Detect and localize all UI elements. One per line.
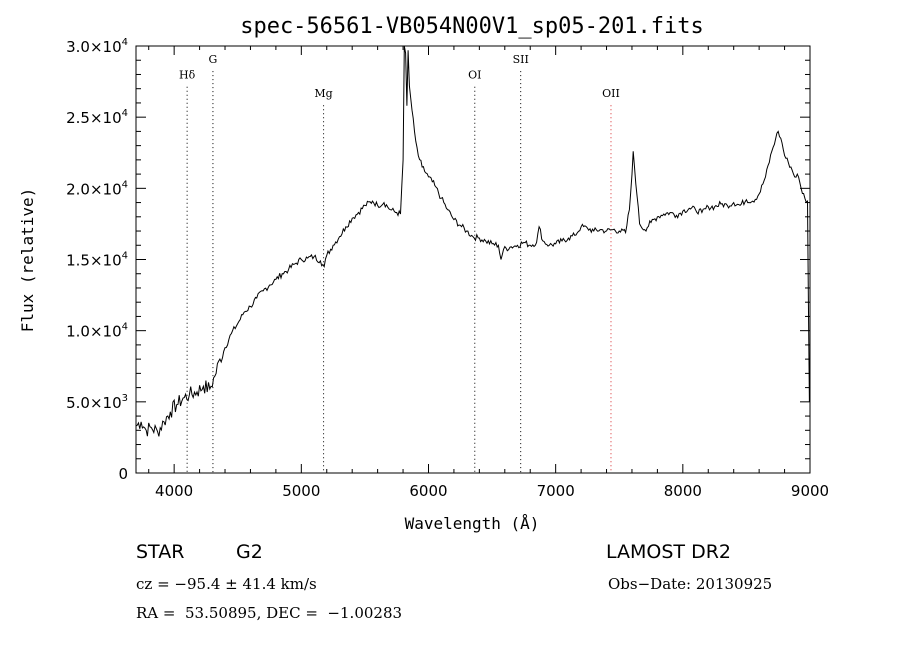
obs-date: Obs−Date: 20130925 [608,575,773,593]
spectral-line-label: OI [468,69,481,82]
x-tick-label: 4000 [155,482,193,500]
x-tick-label: 9000 [791,482,829,500]
y-axis-label: Flux (relative) [18,188,37,333]
x-tick-label: 5000 [282,482,320,500]
y-tick-label: 1.5×104 [66,251,128,270]
y-tick-label: 2.5×104 [66,108,128,127]
redshift-velocity: cz = −95.4 ± 41.4 km/s [136,575,317,593]
plot-frame [135,45,811,474]
spectrum-line [135,45,810,437]
y-tick-label: 0 [118,465,128,483]
chart-title: spec-56561-VB054N00V1_sp05-201.fits [240,14,704,39]
y-tick-label: 2.0×104 [66,179,128,198]
spectral-line-label: Mg [314,87,332,100]
x-tick-label: 7000 [537,482,575,500]
coordinates: RA = 53.50895, DEC = −1.00283 [136,604,403,622]
object-type: STAR [136,541,185,563]
line-markers: Hδ G Mg OI SII OII [179,53,620,473]
x-tick-label: 8000 [664,482,702,500]
y-axis: 0 5.0×103 1.0×104 1.5×104 2.0×104 2.5×104 3.0×… [66,37,810,483]
x-axis: 4000 5000 6000 7000 8000 9000 [148,46,829,500]
object-subclass: G2 [236,541,263,563]
spectral-line-label: OII [602,87,620,100]
y-tick-label: 1.0×104 [66,322,128,341]
y-tick-label: 5.0×103 [66,393,128,412]
spectral-line-label: G [209,53,218,66]
y-tick-label: 3.0×104 [66,37,128,56]
x-tick-label: 6000 [409,482,447,500]
spectral-line-label: SII [513,53,529,66]
x-axis-label: Wavelength (Å) [405,514,540,533]
spectral-line-label: Hδ [179,69,196,82]
survey-name: LAMOST DR2 [606,541,731,563]
